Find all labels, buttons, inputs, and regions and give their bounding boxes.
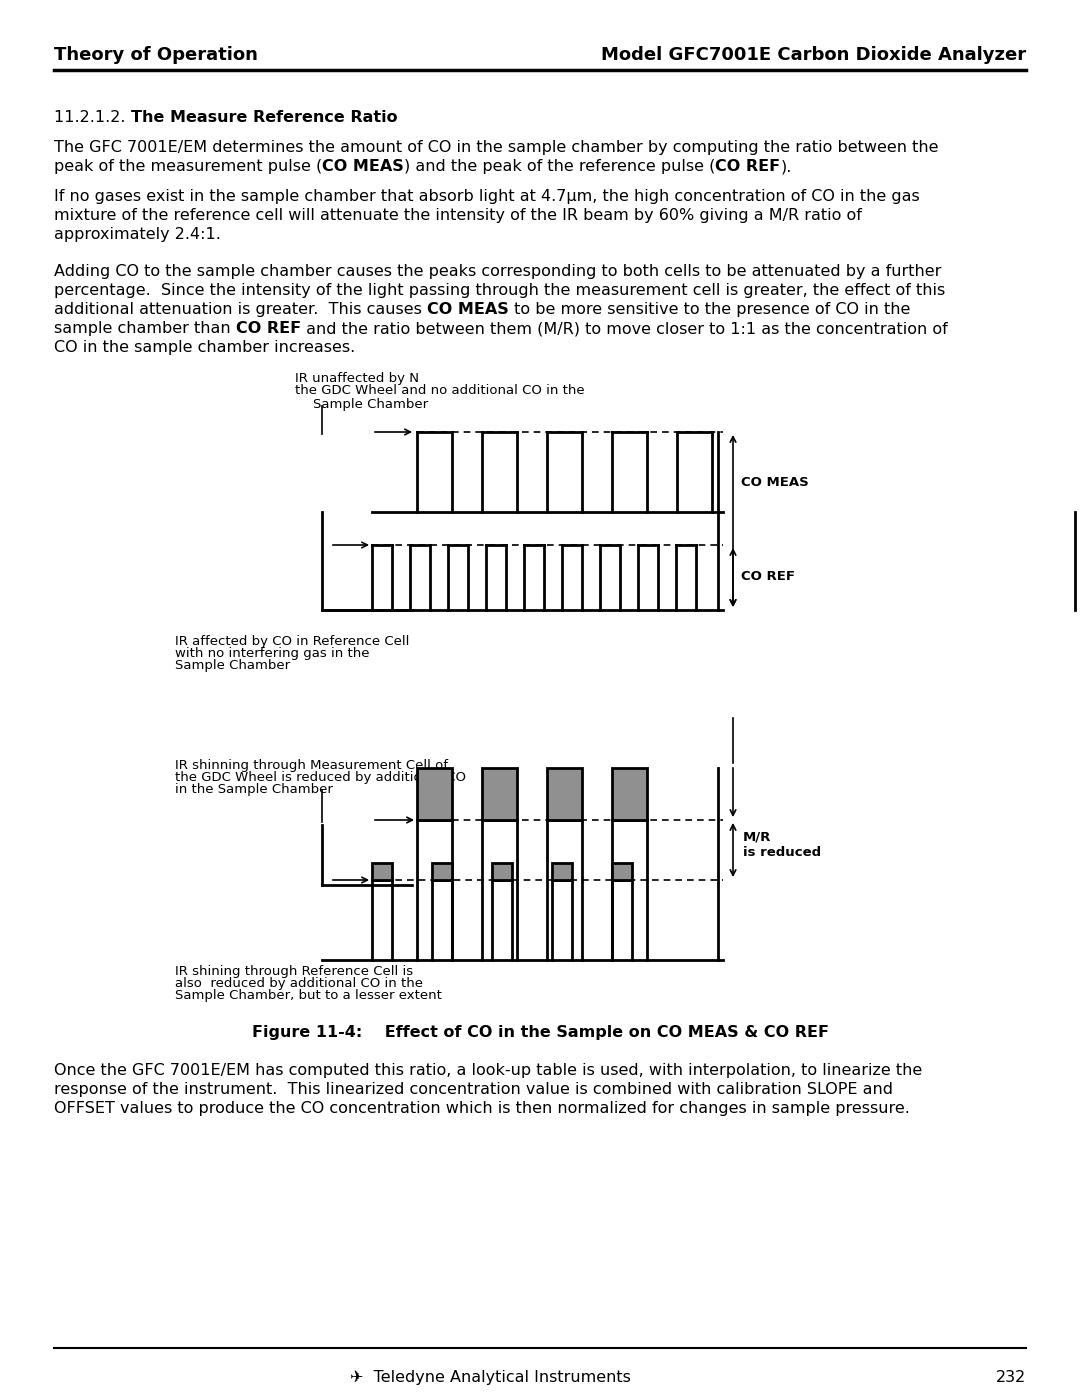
Text: with no interfering gas in the: with no interfering gas in the: [175, 647, 369, 659]
Text: Adding CO to the sample chamber causes the peaks corresponding to both cells to : Adding CO to the sample chamber causes t…: [54, 264, 942, 279]
Text: The Measure Reference Ratio: The Measure Reference Ratio: [131, 110, 397, 124]
Text: If no gases exist in the sample chamber that absorb light at 4.7μm, the high con: If no gases exist in the sample chamber …: [54, 189, 920, 204]
Bar: [432, 863, 453, 880]
Text: to be more sensitive to the presence of CO in the: to be more sensitive to the presence of …: [509, 302, 910, 317]
Text: peak of the measurement pulse (: peak of the measurement pulse (: [54, 159, 322, 175]
Bar: [417, 768, 453, 820]
Text: Sample Chamber: Sample Chamber: [313, 398, 428, 411]
Text: also  reduced by additional CO in the: also reduced by additional CO in the: [175, 977, 423, 990]
Text: the GDC Wheel is reduced by additional CO: the GDC Wheel is reduced by additional C…: [175, 771, 465, 784]
Text: CO REF: CO REF: [715, 159, 781, 175]
Text: approximately 2.4:1.: approximately 2.4:1.: [54, 226, 221, 242]
Text: mixture of the reference cell will attenuate the intensity of the IR beam by 60%: mixture of the reference cell will atten…: [54, 208, 862, 224]
Text: sample chamber than: sample chamber than: [54, 321, 235, 337]
Bar: [552, 863, 572, 880]
Text: percentage.  Since the intensity of the light passing through the measurement ce: percentage. Since the intensity of the l…: [54, 284, 945, 298]
Bar: [612, 768, 647, 820]
Text: CO MEAS: CO MEAS: [741, 476, 809, 489]
Text: Once the GFC 7001E/EM has computed this ratio, a look-up table is used, with int: Once the GFC 7001E/EM has computed this …: [54, 1063, 922, 1078]
Text: CO MEAS: CO MEAS: [322, 159, 404, 175]
Text: Sample Chamber, but to a lesser extent: Sample Chamber, but to a lesser extent: [175, 989, 442, 1002]
Text: response of the instrument.  This linearized concentration value is combined wit: response of the instrument. This lineari…: [54, 1083, 893, 1097]
Text: M/R
is reduced: M/R is reduced: [743, 831, 821, 859]
Text: Model GFC7001E Carbon Dioxide Analyzer: Model GFC7001E Carbon Dioxide Analyzer: [600, 46, 1026, 64]
Text: 232: 232: [996, 1370, 1026, 1384]
Text: ) and the peak of the reference pulse (: ) and the peak of the reference pulse (: [404, 159, 715, 175]
Text: IR shinning through Measurement Cell of: IR shinning through Measurement Cell of: [175, 759, 448, 773]
Text: OFFSET values to produce the CO concentration which is then normalized for chang: OFFSET values to produce the CO concentr…: [54, 1101, 909, 1116]
Bar: [612, 863, 632, 880]
Bar: [482, 768, 517, 820]
Text: IR shining through Reference Cell is: IR shining through Reference Cell is: [175, 965, 414, 978]
Text: in the Sample Chamber: in the Sample Chamber: [175, 782, 333, 796]
Text: CO REF: CO REF: [741, 570, 795, 584]
Text: Sample Chamber: Sample Chamber: [175, 659, 291, 672]
Text: Theory of Operation: Theory of Operation: [54, 46, 258, 64]
Text: additional attenuation is greater.  This causes: additional attenuation is greater. This …: [54, 302, 427, 317]
Text: CO REF: CO REF: [235, 321, 301, 337]
Text: IR affected by CO in Reference Cell: IR affected by CO in Reference Cell: [175, 636, 409, 648]
Text: Figure 11-4:    Effect of CO in the Sample on CO MEAS & CO REF: Figure 11-4: Effect of CO in the Sample …: [252, 1025, 828, 1039]
Text: 11.2.1.2.: 11.2.1.2.: [54, 110, 131, 124]
Bar: [372, 863, 392, 880]
Text: the GDC Wheel and no additional CO in the: the GDC Wheel and no additional CO in th…: [295, 384, 584, 397]
Text: The GFC 7001E/EM determines the amount of CO in the sample chamber by computing : The GFC 7001E/EM determines the amount o…: [54, 140, 939, 155]
Text: IR unaffected by N: IR unaffected by N: [295, 372, 419, 386]
Text: and the ratio between them (M/R) to move closer to 1:1 as the concentration of: and the ratio between them (M/R) to move…: [301, 321, 947, 337]
Text: ).: ).: [781, 159, 792, 175]
Text: ✈  Teledyne Analytical Instruments: ✈ Teledyne Analytical Instruments: [350, 1370, 631, 1384]
Bar: [546, 768, 582, 820]
Text: CO MEAS: CO MEAS: [427, 302, 509, 317]
Bar: [492, 863, 512, 880]
Text: CO in the sample chamber increases.: CO in the sample chamber increases.: [54, 339, 355, 355]
